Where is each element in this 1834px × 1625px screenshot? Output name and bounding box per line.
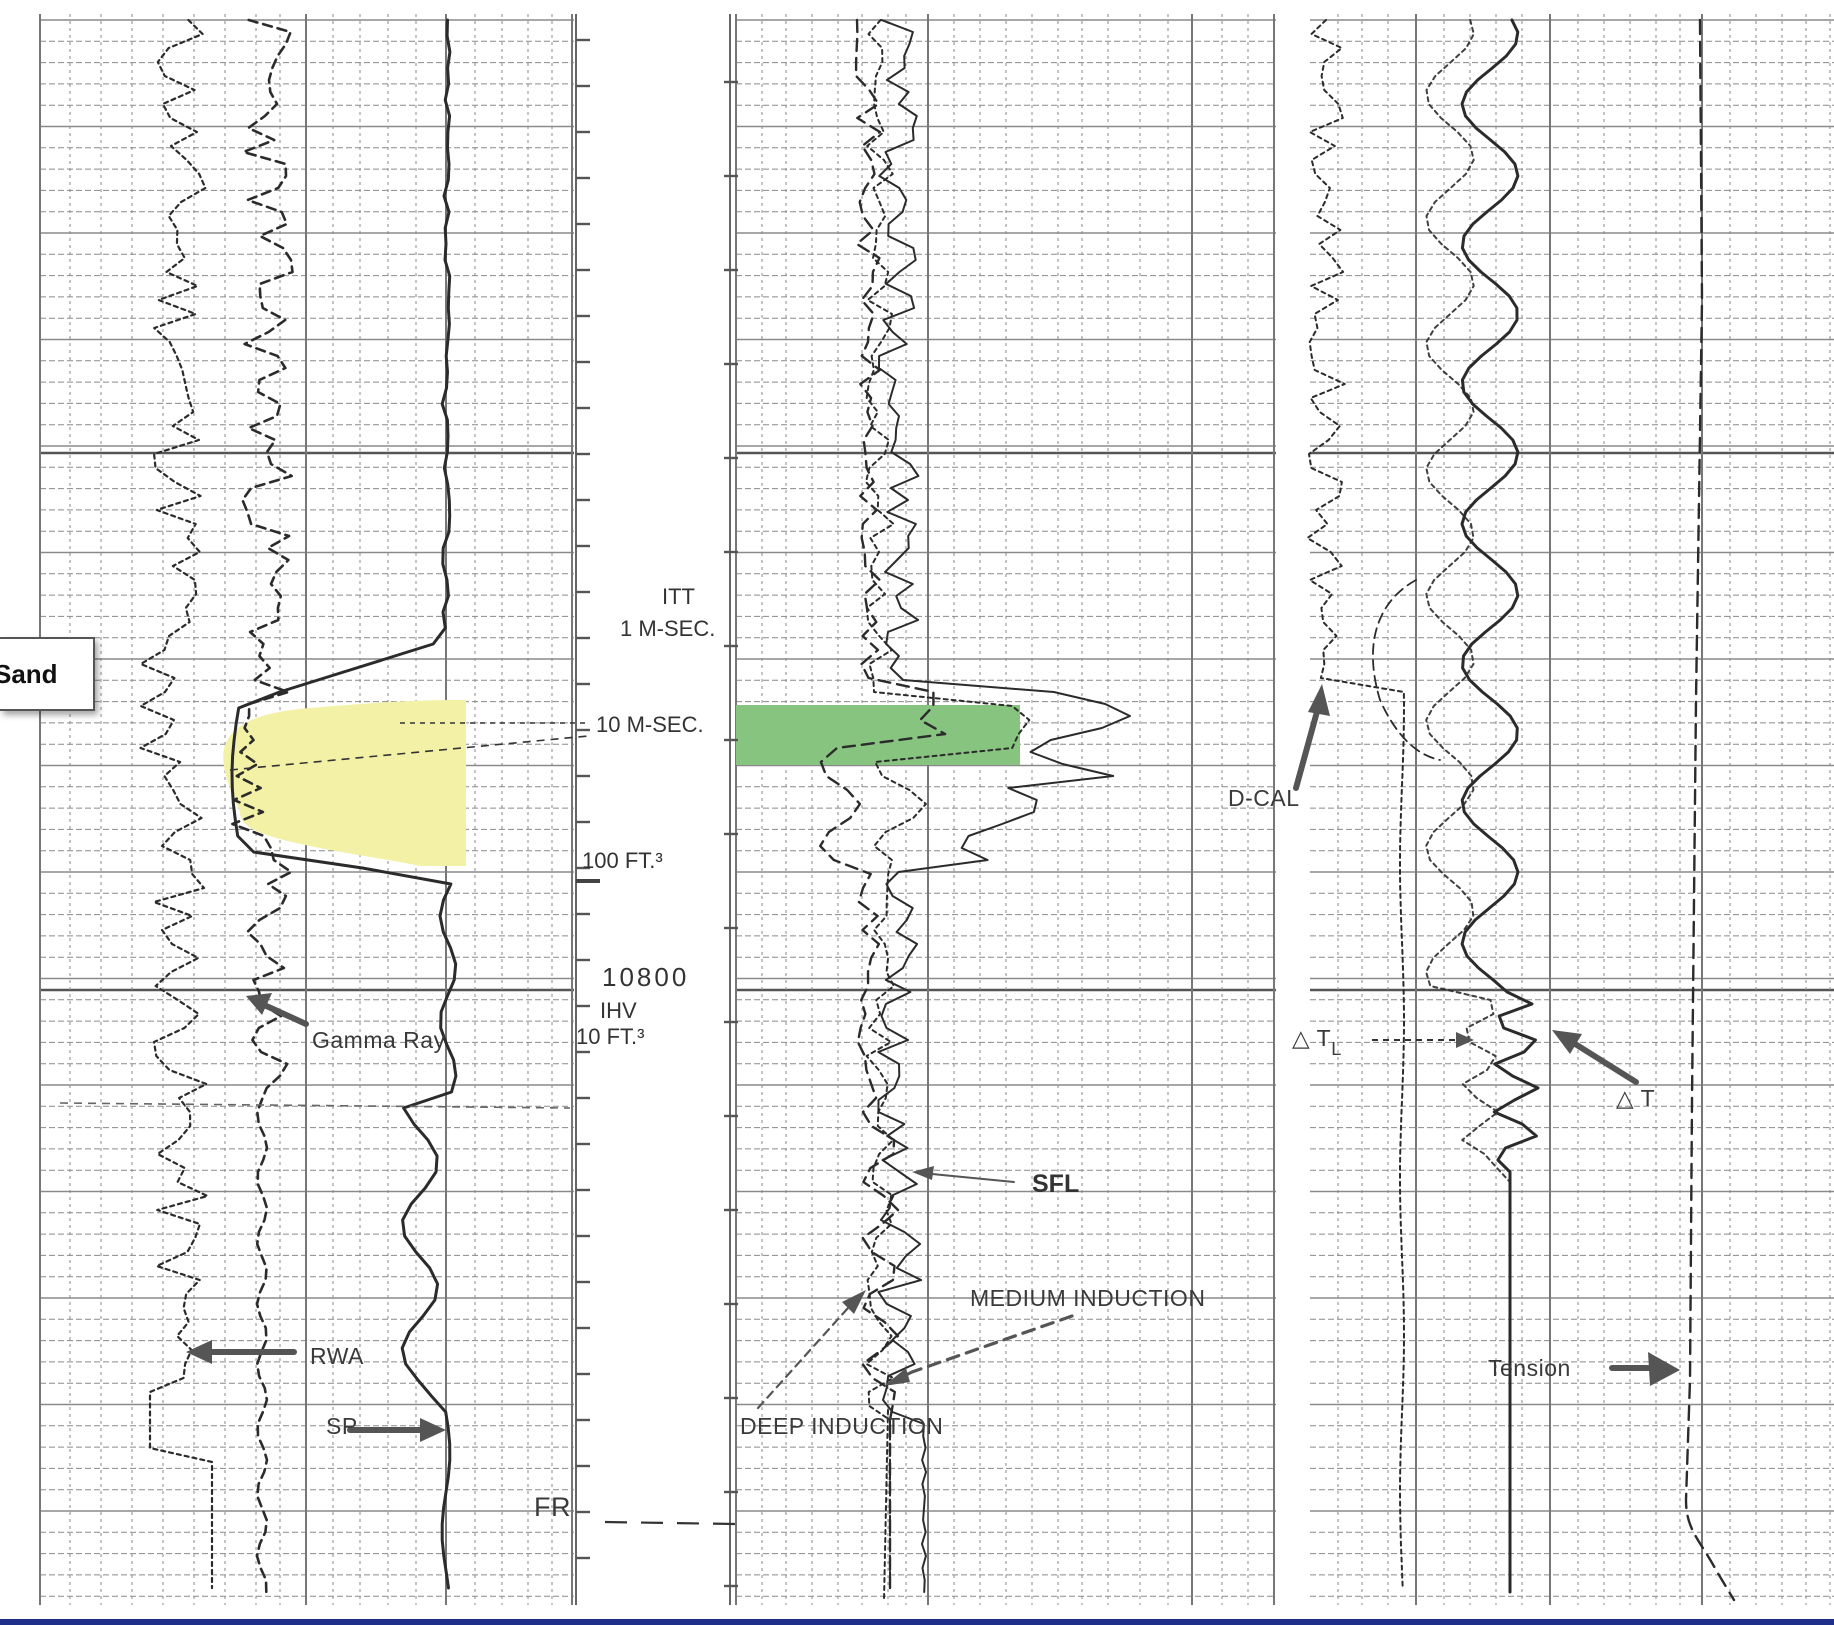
caliper-curve (1372, 579, 1441, 761)
sfl-curve (877, 19, 1131, 1593)
gamma-ray-curve (231, 18, 294, 1594)
sp-label: SP (326, 1413, 358, 1439)
gamma-ray-label: Gamma Ray (312, 1027, 446, 1053)
tension-arrow-icon (1609, 1352, 1680, 1386)
sand-callout: Sand (0, 637, 95, 711)
sfl-label: SFL (1032, 1170, 1079, 1198)
delta-tl-label: △ TL (1292, 1025, 1342, 1059)
d-cal-curve (1306, 19, 1405, 1589)
d-cal-arrow-icon (1293, 684, 1330, 791)
itt-10-msec-label: 10 M-SEC. (596, 712, 704, 737)
track-2-grid (735, 14, 1276, 1605)
delta-tl-subscript: L (1331, 1039, 1342, 1059)
rwa-curve (139, 18, 214, 1590)
track-3-grid (1310, 14, 1834, 1605)
slide-frame-bottom (0, 1619, 1834, 1625)
depth-label: 10800 (602, 962, 689, 992)
tension-label: Tension (1488, 1355, 1571, 1381)
sand-sp-gamma-zone (223, 700, 466, 866)
sfl-arrow-icon (912, 1166, 1015, 1183)
deep-induction-label: DEEP INDUCTION (740, 1413, 943, 1439)
sand-callout-label: Sand (0, 658, 58, 689)
tension-curve (1684, 18, 1736, 1602)
medium-induction-curve (865, 19, 1031, 1589)
d-cal-label: D-CAL (1228, 785, 1300, 811)
delta-t-label: △ T (1616, 1085, 1655, 1111)
track-1-grid (39, 14, 574, 1605)
itt-ramp-guide (229, 735, 589, 771)
gamma-break-guide (59, 1102, 571, 1109)
delta-tl-main: △ T (1292, 1025, 1331, 1051)
delta-tl-arrowhead-icon (1456, 1032, 1474, 1048)
delta-t-arrow-icon (1552, 1030, 1639, 1085)
depth-scale (575, 14, 738, 1605)
itt-label: ITT (662, 584, 695, 609)
rwa-label: RWA (310, 1343, 364, 1369)
sp-arrow-icon (347, 1418, 446, 1442)
volume-100-label: 100 FT.³ (582, 848, 663, 873)
itt-1-msec-label: 1 M-SEC. (620, 616, 715, 641)
deep-induction-curve (819, 18, 947, 1590)
medium-induction-arrow-icon (884, 1314, 1074, 1386)
deep-induction-arrow-icon (756, 1290, 866, 1410)
medium-induction-label: MEDIUM INDUCTION (970, 1285, 1205, 1311)
delta-tl-curve (1425, 19, 1511, 1589)
delta-t-curve (1460, 18, 1540, 1594)
ihv-label: IHV (600, 998, 637, 1023)
ihv-10-label: 10 FT.³ (576, 1024, 644, 1049)
sp-curve (230, 18, 458, 1590)
gamma-ray-arrow-icon (246, 993, 309, 1027)
fr-label: FR (534, 1492, 571, 1522)
resistivity-zone (736, 705, 1020, 765)
fr-guide (604, 1520, 736, 1526)
track-2-bottom-dotted-curve (883, 1409, 889, 1601)
rwa-arrow-icon (186, 1340, 297, 1364)
